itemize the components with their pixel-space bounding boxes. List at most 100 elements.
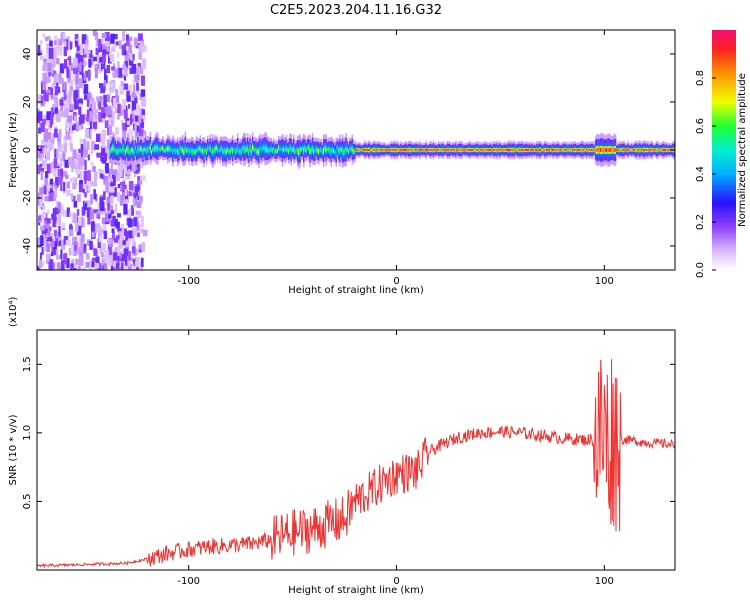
spectrogram-cell xyxy=(99,267,105,270)
spectrogram-cell xyxy=(41,246,44,255)
snr-y-multiplier: (x10⁴) xyxy=(8,296,19,327)
spectrogram-cell xyxy=(376,148,379,152)
spectrogram-cell xyxy=(47,36,51,41)
spectrogram-cell xyxy=(340,148,343,151)
spectrogram-cell xyxy=(299,148,301,153)
spectrogram-cell xyxy=(114,148,117,152)
spectrogram-cell xyxy=(606,148,608,152)
spectrogram-cell xyxy=(98,232,103,243)
spectrogram-cell xyxy=(86,207,92,218)
spectrogram-cell xyxy=(85,70,90,78)
spectrogram-cell xyxy=(49,121,53,128)
spectrogram-cell xyxy=(86,239,92,246)
spectrogram-cell xyxy=(281,148,284,153)
spectrogram-cell xyxy=(310,149,313,153)
spectrogram-cell xyxy=(37,145,40,151)
spectrogram-cell xyxy=(241,146,244,150)
spectrogram-cell xyxy=(66,258,70,269)
spectrogram-cell xyxy=(402,149,405,151)
spectrogram-cell xyxy=(99,169,104,174)
spectrogram-cell xyxy=(101,217,106,225)
spectrogram-cell xyxy=(468,148,471,152)
spectrogram-cell xyxy=(42,33,46,38)
spectrogram-cell xyxy=(63,33,67,39)
spectrogram-cell xyxy=(120,231,124,238)
spectrogram-cell xyxy=(125,231,130,241)
spectrogram-cell xyxy=(320,148,323,152)
spectrogram-cell xyxy=(110,182,114,190)
spectrogram-cell xyxy=(124,150,127,154)
spectrogram-cell xyxy=(98,38,102,48)
spectrogram-y-label: Frequency (Hz) xyxy=(8,112,19,188)
spectrogram-cell xyxy=(83,170,89,181)
spectrogram-cell xyxy=(83,84,89,94)
spectrogram-cell xyxy=(88,58,92,68)
spectrogram-cell xyxy=(84,40,89,48)
spectrogram-cell xyxy=(141,109,146,116)
spectrogram-cell xyxy=(39,163,43,168)
spectrogram-cell xyxy=(303,148,305,153)
spectrogram-cell xyxy=(53,57,57,67)
spectrogram-cell xyxy=(263,146,265,150)
spectrogram-cell xyxy=(654,149,657,151)
spectrogram-cell xyxy=(94,67,98,79)
spectrogram-cell xyxy=(98,101,101,110)
spectrogram-cell xyxy=(593,149,596,151)
spectrogram-cell xyxy=(92,165,96,172)
spectrogram-cell xyxy=(131,185,137,193)
spectrogram-cell xyxy=(72,123,77,131)
spectrogram-cell xyxy=(134,196,138,206)
spectrogram-cell xyxy=(622,148,624,152)
spectrogram-cell xyxy=(43,60,48,66)
spectrogram-cell xyxy=(87,181,91,192)
spectrogram-cell xyxy=(129,95,134,101)
spectrogram-cell xyxy=(121,44,125,56)
spectrogram-cell xyxy=(180,148,183,152)
spectrogram-cell xyxy=(74,99,79,110)
spectrogram-cell xyxy=(253,147,255,150)
spectrogram-cell xyxy=(44,170,49,178)
spectrogram-cell xyxy=(300,148,303,151)
spectrogram-cell xyxy=(105,181,110,193)
spectrogram-cell xyxy=(579,149,582,151)
spectrogram-cell xyxy=(73,90,77,101)
spectrogram-cell xyxy=(133,217,138,227)
spectrogram-cell xyxy=(589,149,592,151)
spectrogram-cell xyxy=(53,241,57,250)
spectrogram-cell xyxy=(229,149,232,153)
spectrogram-cell xyxy=(460,148,462,152)
spectrogram-cell xyxy=(61,260,65,270)
spectrogram-cell xyxy=(114,247,118,256)
spectrogram-x-tick-label: 100 xyxy=(595,276,614,287)
spectrogram-cell xyxy=(100,86,106,94)
spectrogram-cell xyxy=(79,170,83,180)
spectrogram-cell xyxy=(645,149,648,151)
spectrogram-cell xyxy=(114,237,119,243)
spectrogram-cell xyxy=(78,148,83,153)
spectrogram-cell xyxy=(39,195,44,203)
spectrogram-cell xyxy=(296,148,299,153)
spectrogram-cell xyxy=(93,209,99,214)
spectrogram-cell xyxy=(92,121,98,129)
spectrogram-cell xyxy=(526,149,528,151)
spectrogram-cell xyxy=(195,149,198,153)
spectrogram-cell xyxy=(46,218,51,224)
spectrogram-cell xyxy=(447,148,450,152)
spectrogram-cell xyxy=(88,107,93,114)
spectrogram-cell xyxy=(107,127,110,136)
snr-x-tick-label: 0 xyxy=(393,576,399,587)
spectrogram-cell xyxy=(131,111,135,119)
spectrogram-cell xyxy=(136,266,139,270)
spectrogram-cell xyxy=(246,146,249,151)
spectrogram-cell xyxy=(224,149,227,153)
spectrogram-cell xyxy=(131,93,137,98)
spectrogram-cell xyxy=(108,80,111,87)
spectrogram-cell xyxy=(362,149,365,151)
spectrogram-cell xyxy=(547,149,549,151)
spectrogram-cell xyxy=(118,40,122,49)
spectrogram-cell xyxy=(124,196,130,203)
spectrogram-cell xyxy=(149,146,152,151)
spectrogram-cell xyxy=(52,82,55,89)
spectrogram-cell xyxy=(75,222,79,232)
spectrogram-cell xyxy=(139,108,144,116)
